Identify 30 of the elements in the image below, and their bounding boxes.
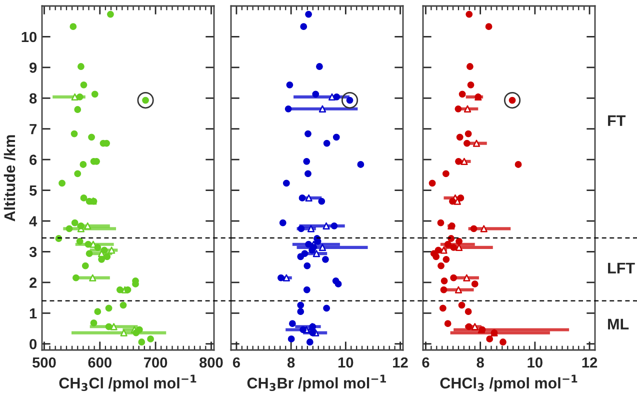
y-tick-label: 4 <box>29 216 38 226</box>
y-tick-label: 0 <box>30 338 37 350</box>
y-tick-label: 3 <box>29 246 37 258</box>
x-tick-label: 12 <box>582 357 598 368</box>
x-axis-title: CH$_{3}$Cl /pmol mol$^{−1}$ <box>59 374 196 392</box>
x-tick-label: 6 <box>422 357 430 368</box>
x-axis-title: CHCl$_{3}$ /pmol mol$^{−1}$ <box>440 374 578 392</box>
x-tick-label: 12 <box>393 357 408 368</box>
y-tick-label: 9 <box>30 62 37 73</box>
x-tick-label: 10 <box>338 357 354 368</box>
x-tick-label: 10 <box>528 357 542 368</box>
y-axis-title: Altitude /km <box>4 135 16 222</box>
text: ML <box>608 318 629 330</box>
x-axis-title: CH$_{3}$Br /pmol mol$^{−1}$ <box>247 374 386 392</box>
x-tick-label: 8 <box>476 357 484 368</box>
x-tick-label: 8 <box>287 357 295 368</box>
y-tick-label: 1 <box>30 308 37 318</box>
x-tick-label: 500 <box>32 357 56 368</box>
y-tick-label: 6 <box>30 154 37 165</box>
y-tick-label: 7 <box>30 124 36 134</box>
x-tick-label: 600 <box>88 357 112 368</box>
y-tick-label: 2 <box>30 278 37 288</box>
x-tick-label: 800 <box>200 357 223 368</box>
x-tick-label: 6 <box>232 357 240 368</box>
text: LFT <box>608 262 635 274</box>
y-tick-label: 5 <box>29 186 37 196</box>
y-tick-label: 8 <box>29 93 37 104</box>
y-tick-label: 10 <box>22 32 37 42</box>
x-tick-label: 700 <box>144 357 168 368</box>
text: FT <box>608 115 626 126</box>
